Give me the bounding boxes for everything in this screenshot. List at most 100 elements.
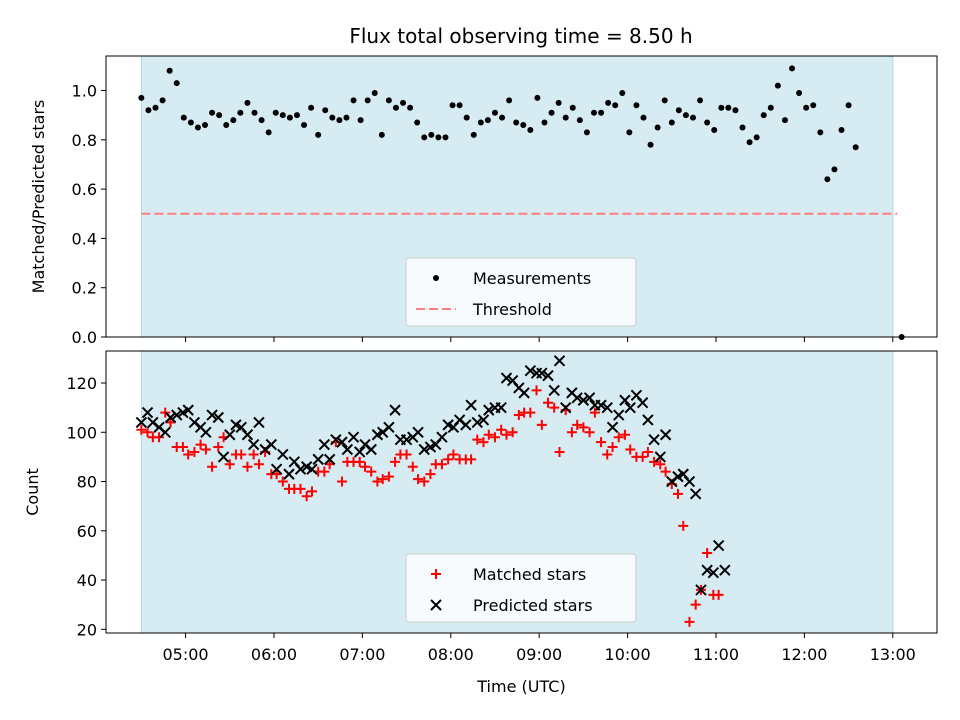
measurement-point [477,119,484,126]
measurement-point [739,124,746,131]
predicted-star-point [389,404,401,416]
y-tick-label: 120 [66,374,97,393]
predicted-star-point [619,394,631,406]
measurement-point [506,97,513,104]
measurement-point [308,104,315,111]
measurement-point [194,124,201,131]
measurement-point [612,102,619,109]
predicted-star-point [595,399,607,411]
predicted-star-point [318,438,331,451]
measurement-point [442,134,449,141]
measurement-point [230,117,237,124]
predicted-star-point [524,364,537,377]
matched-star-point [713,589,724,600]
measurement-point [343,114,350,121]
matched-star-point [443,454,454,465]
measurement-point [371,89,378,96]
predicted-star-point [277,448,289,461]
matched-star-point [660,466,671,477]
predicted-star-point [465,399,477,411]
predicted-star-point [695,584,707,596]
y-tick-label: 0.0 [72,328,97,347]
measurement-point [767,104,774,111]
predicted-star-point [707,566,720,579]
matched-star-point [649,456,660,467]
matched-star-point [236,449,247,460]
matched-star-point [531,385,542,396]
measurement-point [633,102,640,109]
measurement-point [216,112,223,119]
measurement-point [336,117,343,124]
matched-star-point [165,417,176,428]
measurement-point [484,117,491,124]
measurement-point [152,104,159,111]
matched-star-point [483,429,494,440]
measurement-point [647,141,654,148]
matched-star-point [337,476,348,487]
predicted-star-point [601,401,613,414]
matched-star-point [160,407,171,418]
matched-star-point [425,469,436,480]
legend-label: Threshold [472,300,552,319]
measurement-point [265,129,272,136]
x-tick-label: 13:00 [870,645,916,664]
legend-dot-icon [433,275,439,281]
measurement-point [852,144,859,151]
predicted-star-point [383,421,395,434]
measurement-point [569,104,576,111]
measurement-point [180,114,187,121]
legend-frame [405,553,637,623]
legend-x-icon [430,599,442,611]
measurement-point [414,119,421,126]
measurement-point [513,119,520,126]
matched-star-point [277,476,288,487]
predicted-star-point [241,429,254,441]
measurement-point [590,109,597,116]
predicted-star-point [294,463,307,475]
measurement-point [555,99,562,106]
x-tick-label: 11:00 [693,645,739,664]
measurement-point [817,129,824,136]
y-tick-label: 60 [77,522,97,541]
measurement-point [329,114,336,121]
predicted-star-point [212,411,224,424]
matched-star-point [377,474,388,485]
predicted-star-point [164,411,177,424]
series-measurements [138,65,905,340]
predicted-star-point [365,443,377,456]
predicted-star-point [495,401,507,414]
measurement-point [810,102,817,109]
matched-star-point [366,466,377,477]
predicted-star-point [577,394,590,406]
matched-star-point [401,449,412,460]
matched-star-point [413,474,424,485]
measurement-point [753,134,760,141]
measurement-point [548,109,555,116]
measurement-point [491,109,498,116]
legend: Matched stars Predicted stars [405,553,637,623]
predicted-star-point [642,414,654,426]
predicted-star-point [624,401,636,414]
predicted-star-point [613,409,625,421]
matched-star-point [295,483,306,494]
y-tick-label: 0.2 [72,279,97,298]
matched-star-point [354,456,365,467]
measurement-point [421,134,428,141]
y-tick-label: 0.4 [72,229,97,248]
matched-star-point [572,419,583,430]
measurement-point [760,112,767,119]
matched-star-point [419,476,430,487]
measurement-point [470,131,477,138]
predicted-star-point [265,438,278,451]
measurement-point [463,114,470,121]
predicted-star-point [253,416,265,429]
matched-star-point [213,442,224,453]
measurement-point [322,107,329,114]
predicted-star-point [500,372,513,384]
x-axis-label: Time (UTC) [476,677,565,696]
matched-star-point [253,459,264,470]
chart-title: Flux total observing time = 8.50 h [349,24,692,48]
axes-frame [105,55,938,338]
matched-star-point [154,432,165,443]
matched-star-point [607,442,618,453]
